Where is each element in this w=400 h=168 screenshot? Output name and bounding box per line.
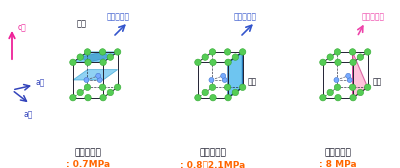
- Circle shape: [334, 84, 341, 91]
- Circle shape: [335, 94, 341, 101]
- Circle shape: [114, 84, 121, 91]
- Circle shape: [327, 89, 334, 96]
- Circle shape: [224, 49, 231, 55]
- Circle shape: [221, 73, 226, 78]
- Circle shape: [364, 49, 371, 55]
- Circle shape: [209, 49, 216, 55]
- Circle shape: [232, 54, 238, 60]
- Circle shape: [232, 89, 238, 96]
- Text: すべり方向: すべり方向: [362, 12, 384, 21]
- Circle shape: [350, 59, 356, 66]
- Text: a軸: a軸: [23, 110, 33, 119]
- Circle shape: [99, 49, 106, 55]
- Circle shape: [334, 77, 339, 82]
- Circle shape: [347, 77, 352, 82]
- Polygon shape: [352, 52, 353, 98]
- Circle shape: [70, 59, 76, 66]
- Polygon shape: [73, 52, 118, 62]
- Circle shape: [100, 59, 106, 66]
- Circle shape: [202, 89, 208, 96]
- Circle shape: [240, 49, 246, 55]
- Text: : 0.8～2.1MPa: : 0.8～2.1MPa: [180, 160, 246, 168]
- Circle shape: [210, 94, 216, 101]
- Text: すべり方向: すべり方向: [106, 12, 130, 21]
- Text: : 8 MPa: : 8 MPa: [319, 160, 357, 168]
- Text: すべり方向: すべり方向: [234, 12, 256, 21]
- Text: a軸: a軸: [35, 78, 44, 88]
- Circle shape: [107, 54, 114, 60]
- Text: 錐面: 錐面: [373, 77, 382, 87]
- Polygon shape: [73, 70, 118, 80]
- Circle shape: [364, 84, 371, 91]
- Circle shape: [99, 84, 106, 91]
- Circle shape: [349, 49, 356, 55]
- Circle shape: [202, 54, 208, 60]
- Circle shape: [210, 59, 216, 66]
- Circle shape: [327, 54, 334, 60]
- Circle shape: [195, 94, 201, 101]
- Polygon shape: [228, 52, 243, 98]
- Circle shape: [334, 49, 341, 55]
- Text: 柱面: 柱面: [248, 77, 257, 87]
- Circle shape: [70, 94, 76, 101]
- Text: 錐面すべり: 錐面すべり: [324, 148, 352, 157]
- Circle shape: [84, 49, 91, 55]
- Circle shape: [100, 94, 106, 101]
- Circle shape: [107, 89, 114, 96]
- Circle shape: [195, 59, 201, 66]
- Circle shape: [335, 59, 341, 66]
- Polygon shape: [352, 52, 368, 98]
- Text: 底面すべり: 底面すべり: [74, 148, 102, 157]
- Circle shape: [357, 54, 364, 60]
- Circle shape: [320, 59, 326, 66]
- Circle shape: [209, 84, 216, 91]
- Circle shape: [84, 77, 89, 82]
- Text: 底面: 底面: [77, 19, 87, 28]
- Text: : 0.7MPa: : 0.7MPa: [66, 160, 110, 168]
- Circle shape: [224, 84, 231, 91]
- Circle shape: [77, 54, 84, 60]
- Circle shape: [357, 89, 364, 96]
- Circle shape: [77, 89, 84, 96]
- Circle shape: [97, 77, 102, 82]
- Circle shape: [349, 84, 356, 91]
- Polygon shape: [80, 52, 110, 62]
- Circle shape: [222, 77, 227, 82]
- Circle shape: [85, 59, 91, 66]
- Text: c軸: c軸: [18, 24, 27, 32]
- Circle shape: [85, 94, 91, 101]
- Circle shape: [84, 84, 91, 91]
- Circle shape: [209, 77, 214, 82]
- Circle shape: [114, 49, 121, 55]
- Text: 柱面すべり: 柱面すべり: [200, 148, 226, 157]
- Circle shape: [350, 94, 356, 101]
- Circle shape: [225, 59, 231, 66]
- Circle shape: [346, 73, 351, 78]
- Circle shape: [240, 84, 246, 91]
- Circle shape: [225, 94, 231, 101]
- Circle shape: [320, 94, 326, 101]
- Circle shape: [96, 73, 101, 78]
